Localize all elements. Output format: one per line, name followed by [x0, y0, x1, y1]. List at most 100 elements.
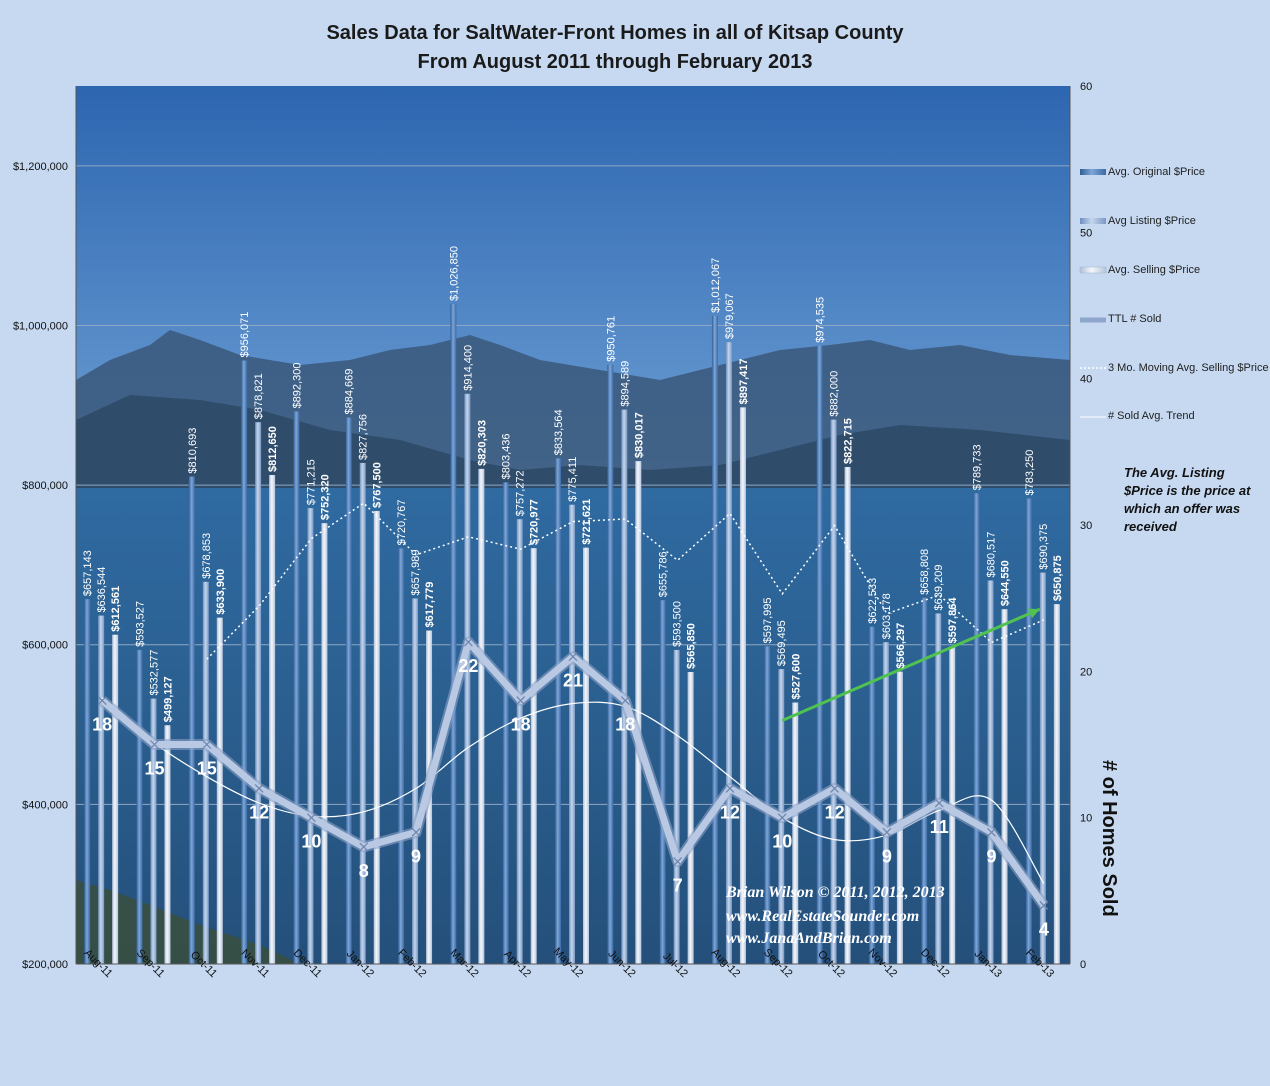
bar-original-price — [84, 599, 91, 964]
bar-listing-price-label: $680,517 — [986, 532, 998, 578]
chart-subtitle: From August 2011 through February 2013 — [417, 51, 813, 73]
ttl-sold-marker — [830, 783, 840, 793]
bar-listing-price — [255, 422, 262, 964]
bar-listing-price-label: $757,272 — [515, 470, 527, 516]
bar-selling-price — [739, 407, 746, 964]
bar-listing-price-label: $914,400 — [462, 345, 474, 391]
legend-ttl-sold: TTL # Sold — [1108, 313, 1162, 325]
ttl-sold-label: 9 — [882, 846, 892, 866]
ttl-sold-label: 15 — [197, 759, 217, 779]
ttl-sold-marker — [568, 652, 578, 662]
bar-original-price-label: $892,300 — [291, 363, 303, 409]
ttl-sold-marker — [359, 842, 369, 852]
bar-selling-price — [635, 461, 642, 964]
ttl-sold-label: 18 — [92, 715, 112, 735]
bar-listing-price — [935, 613, 942, 964]
bar-selling-price-label: $720,977 — [529, 499, 541, 545]
bar-original-price-label: $655,786 — [658, 551, 670, 597]
bar-listing-price — [569, 504, 575, 964]
bar-listing-price — [412, 598, 419, 964]
y2-axis-title: # of Homes Sold — [1098, 760, 1120, 917]
bar-original-price — [241, 360, 248, 964]
bar-selling-price-label: $633,900 — [215, 569, 227, 615]
bar-original-price-label: $783,250 — [1024, 450, 1036, 496]
bar-original-price — [921, 597, 928, 964]
bar-original-price — [816, 345, 823, 964]
bar-listing-price — [150, 698, 157, 964]
credit-line-1: Brian Wilson © 2011, 2012, 2013 — [726, 884, 945, 901]
legend-selling-price: Avg. Selling $Price — [1108, 264, 1201, 276]
ttl-sold-marker — [516, 696, 526, 706]
bar-original-price — [188, 476, 195, 964]
ttl-sold-marker — [777, 813, 787, 823]
bar-selling-price — [373, 511, 380, 964]
y-tick-label: $1,000,000 — [13, 320, 68, 332]
bar-selling-price-label: $499,127 — [162, 676, 174, 722]
legend-moving-avg: 3 Mo. Moving Avg. Selling $Price — [1108, 362, 1269, 374]
ttl-sold-label: 12 — [249, 802, 269, 822]
bar-original-price-label: $622,533 — [867, 578, 879, 624]
bar-selling-price-label: $830,017 — [633, 412, 645, 458]
y2-tick-label: 40 — [1080, 374, 1092, 386]
ttl-sold-marker — [150, 740, 159, 749]
bar-selling-price — [687, 671, 694, 964]
ttl-sold-label: 10 — [772, 832, 792, 852]
y-tick-label: $600,000 — [22, 640, 68, 652]
ttl-sold-label: 9 — [411, 846, 421, 866]
bar-selling-price-label: $822,715 — [843, 418, 855, 464]
ttl-sold-marker — [620, 696, 630, 706]
bar-listing-price — [516, 519, 523, 964]
bar-listing-price-label: $593,500 — [672, 601, 684, 647]
bar-original-price-label: $597,995 — [762, 597, 774, 643]
bar-original-price-label: $803,436 — [501, 433, 513, 479]
ttl-sold-label: 22 — [458, 656, 478, 676]
ttl-sold-marker — [882, 827, 892, 837]
bar-selling-price — [583, 547, 589, 964]
bar-listing-price — [830, 419, 837, 964]
bar-original-price — [1025, 498, 1032, 964]
bar-listing-price — [202, 581, 209, 964]
credit-line-2: www.RealEstateSounder.com — [726, 908, 920, 925]
ttl-sold-label: 21 — [563, 671, 583, 691]
bar-selling-price — [216, 617, 223, 964]
bar-original-price-label: $789,733 — [972, 444, 984, 490]
legend-swatch-listing — [1080, 218, 1106, 224]
ttl-sold-label: 18 — [615, 715, 635, 735]
bar-selling-price-label: $644,550 — [1000, 560, 1012, 606]
bar-original-price — [555, 458, 561, 964]
bar-selling-price — [1053, 604, 1060, 964]
bar-selling-price — [164, 725, 171, 964]
bar-selling-price-label: $650,875 — [1052, 555, 1064, 601]
ttl-sold-label: 9 — [987, 846, 997, 866]
bar-listing-price-label: $771,215 — [305, 459, 317, 505]
bar-listing-price-label: $569,495 — [776, 620, 788, 666]
bar-selling-price — [478, 468, 485, 964]
bar-original-price-label: $658,808 — [919, 549, 931, 595]
bar-selling-price — [112, 634, 119, 964]
bar-listing-price — [882, 642, 889, 964]
legend-swatch-original — [1080, 169, 1106, 175]
bar-listing-price — [307, 508, 314, 964]
bar-original-price-label: $1,012,067 — [710, 258, 722, 313]
bar-listing-price-label: $690,375 — [1038, 524, 1050, 570]
y2-tick-label: 60 — [1080, 81, 1092, 93]
bar-listing-price-label: $639,209 — [933, 565, 945, 611]
bar-selling-price-label: $612,561 — [110, 586, 122, 632]
ttl-sold-label: 10 — [301, 832, 321, 852]
bar-listing-price-label: $657,989 — [410, 550, 422, 596]
bar-original-price — [345, 417, 352, 964]
bar-listing-price-label: $894,589 — [619, 361, 631, 407]
bar-original-price-label: $974,535 — [815, 297, 827, 343]
y-tick-label: $400,000 — [22, 799, 68, 811]
ttl-sold-marker — [254, 783, 264, 793]
bar-selling-price-label: $565,850 — [686, 623, 698, 669]
bar-selling-price-label: $527,600 — [790, 654, 802, 700]
legend-listing-price: Avg Listing $Price — [1108, 215, 1196, 227]
bar-original-price-label: $720,767 — [396, 499, 408, 545]
ttl-sold-label: 11 — [930, 817, 949, 837]
bar-listing-price-label: $532,577 — [148, 650, 160, 696]
y2-tick-label: 10 — [1080, 813, 1092, 825]
ttl-sold-marker — [673, 857, 683, 866]
ttl-sold-marker — [97, 696, 107, 706]
